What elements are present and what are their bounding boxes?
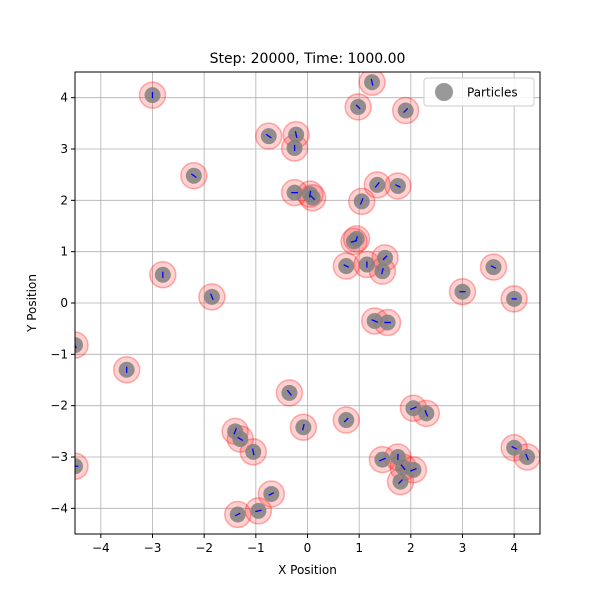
particle-velocity-arrow [237, 436, 244, 442]
particle-velocity-arrow [301, 423, 305, 431]
particle-velocity-arrow [190, 173, 197, 179]
particle-velocity-arrow [233, 428, 238, 435]
particle-velocity-arrow [255, 509, 262, 513]
particle-velocity-arrow [381, 267, 384, 275]
particle-velocity-arrow [234, 512, 241, 517]
particle-velocity-arrow [424, 410, 429, 417]
x-axis-ticks: −4 −3 −2 −1 0 1 2 3 4 [92, 534, 518, 555]
particle-velocity-arrow [525, 453, 529, 461]
particle-velocity-arrow [490, 265, 497, 269]
legend: Particles [423, 77, 535, 107]
legend-label-particles: Particles [467, 86, 518, 100]
particle-velocity-arrow [210, 293, 214, 301]
particle-velocity-arrow [359, 198, 364, 205]
particle-velocity-arrow [355, 236, 358, 242]
particle-velocity-arrow [286, 389, 292, 396]
particle-point [75, 458, 83, 475]
particle-velocity-arrow [410, 467, 417, 472]
particle-velocity-arrow [397, 479, 404, 485]
particle-velocity-arrow [343, 417, 349, 423]
particle-velocity-arrow [308, 190, 312, 198]
x-tick-label: 4 [510, 541, 518, 555]
particle-point [75, 337, 83, 354]
x-tick-label: −3 [144, 541, 162, 555]
y-tick-label: −4 [50, 501, 68, 515]
particle-velocity-arrow [395, 184, 401, 188]
particle-marks [75, 72, 540, 529]
particle-velocity-arrow [265, 133, 272, 139]
particle-velocity-arrow [75, 343, 77, 349]
chart-title: Step: 20000, Time: 1000.00 [210, 51, 406, 67]
particle-velocity-arrow [403, 107, 409, 114]
legend-frame [423, 77, 535, 107]
particle-velocity-arrow [355, 104, 361, 110]
x-tick-label: 2 [407, 541, 415, 555]
legend-marker-particles [435, 83, 453, 101]
y-tick-label: −2 [50, 399, 68, 413]
y-tick-label: −3 [50, 450, 68, 464]
y-tick-label: −1 [50, 347, 68, 361]
y-axis-ticks: −4 −3 −2 −1 0 1 2 3 4 [50, 91, 75, 515]
particle-velocity-arrow [374, 181, 380, 188]
x-axis-label: X Position [278, 563, 337, 577]
x-tick-label: 3 [459, 541, 467, 555]
particle-velocity-arrow [251, 448, 255, 456]
x-tick-label: −1 [247, 541, 265, 555]
particle-velocity-arrow [310, 195, 316, 201]
particle-velocity-arrow [511, 445, 518, 450]
particle-velocity-arrow [268, 492, 275, 496]
particle-velocity-arrow [379, 457, 386, 462]
x-tick-label: −4 [92, 541, 110, 555]
y-tick-label: 2 [60, 193, 68, 207]
particle-velocity-arrow [410, 406, 417, 411]
y-tick-label: 4 [60, 91, 68, 105]
y-tick-label: 0 [60, 296, 68, 310]
particle-velocity-arrow [371, 319, 379, 323]
grid-lines [75, 72, 540, 534]
x-tick-label: 1 [355, 541, 363, 555]
y-tick-label: 1 [60, 245, 68, 259]
particle-velocity-arrow [294, 131, 298, 139]
y-tick-label: 3 [60, 142, 68, 156]
x-tick-label: −2 [195, 541, 213, 555]
particle-velocity-arrow [400, 464, 406, 471]
y-axis-label: Y Position [25, 274, 39, 333]
particle-velocity-arrow [382, 255, 388, 261]
x-tick-label: 0 [304, 541, 312, 555]
particle-velocity-arrow [343, 264, 350, 268]
particle-velocity-arrow [370, 78, 374, 86]
